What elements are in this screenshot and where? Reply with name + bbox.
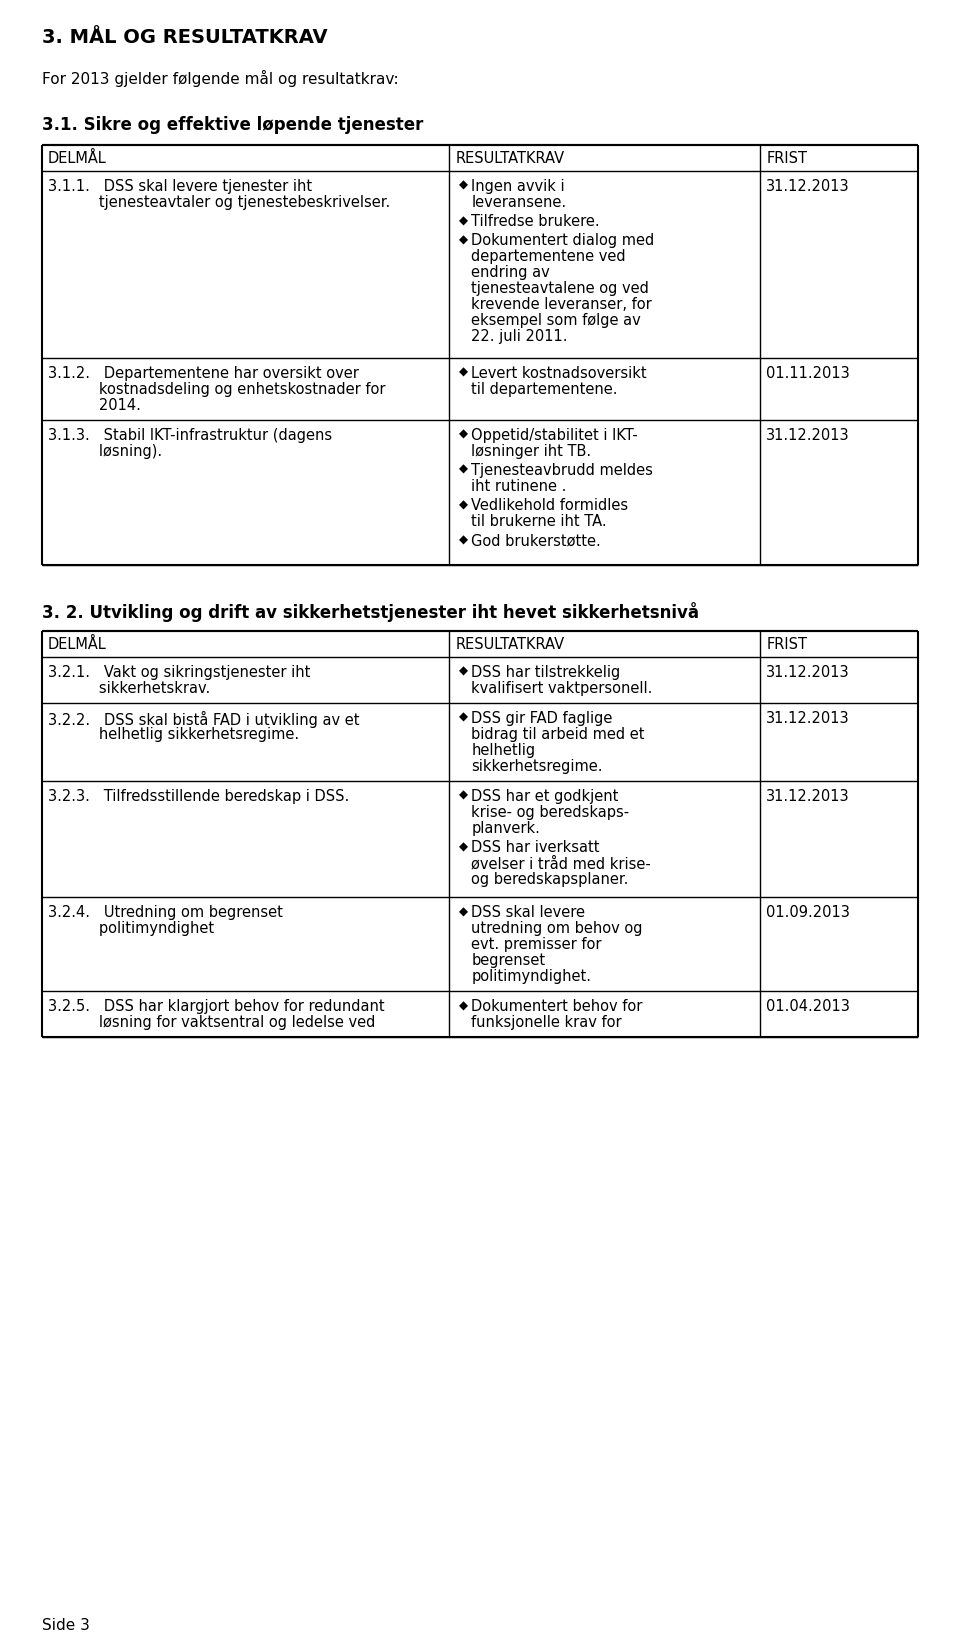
Text: evt. premisser for: evt. premisser for [471,938,602,952]
Text: 01.11.2013: 01.11.2013 [766,365,850,380]
Text: 01.09.2013: 01.09.2013 [766,905,851,919]
Text: 3.2.1.   Vakt og sikringstjenester iht: 3.2.1. Vakt og sikringstjenester iht [48,664,310,680]
Text: 01.04.2013: 01.04.2013 [766,998,851,1015]
Text: øvelser i tråd med krise-: øvelser i tråd med krise- [471,856,651,870]
Text: departementene ved: departementene ved [471,249,626,264]
Text: DSS har tilstrekkelig: DSS har tilstrekkelig [471,664,620,680]
Text: løsning).: løsning). [48,444,162,459]
Text: Levert kostnadsoversikt: Levert kostnadsoversikt [471,365,647,380]
Text: ◆: ◆ [459,498,468,511]
Text: kostnadsdeling og enhetskostnader for: kostnadsdeling og enhetskostnader for [48,382,386,397]
Text: DSS har iverksatt: DSS har iverksatt [471,839,600,854]
Text: sikkerhetskrav.: sikkerhetskrav. [48,680,210,695]
Text: ◆: ◆ [459,233,468,246]
Text: DELMÅL: DELMÅL [48,636,107,652]
Text: løsning for vaktsentral og ledelse ved: løsning for vaktsentral og ledelse ved [48,1015,375,1029]
Text: For 2013 gjelder følgende mål og resultatkrav:: For 2013 gjelder følgende mål og resulta… [42,70,398,87]
Text: kvalifisert vaktpersonell.: kvalifisert vaktpersonell. [471,680,653,695]
Text: FRIST: FRIST [766,151,807,166]
Text: Tjenesteavbrudd meldes: Tjenesteavbrudd meldes [471,462,653,477]
Text: til departementene.: til departementene. [471,382,618,397]
Text: FRIST: FRIST [766,636,807,652]
Text: 3. 2. Utvikling og drift av sikkerhetstjenester iht hevet sikkerhetsnivå: 3. 2. Utvikling og drift av sikkerhetstj… [42,602,699,621]
Text: ◆: ◆ [459,998,468,1011]
Text: DELMÅL: DELMÅL [48,151,107,166]
Text: 3.2.2.   DSS skal bistå FAD i utvikling av et: 3.2.2. DSS skal bistå FAD i utvikling av… [48,711,359,728]
Text: RESULTATKRAV: RESULTATKRAV [455,636,564,652]
Text: 3.1. Sikre og effektive løpende tjenester: 3.1. Sikre og effektive løpende tjeneste… [42,116,423,134]
Text: ◆: ◆ [459,664,468,677]
Text: endring av: endring av [471,266,550,280]
Text: sikkerhetsregime.: sikkerhetsregime. [471,759,603,774]
Text: tjenesteavtalene og ved: tjenesteavtalene og ved [471,282,649,297]
Text: ◆: ◆ [459,215,468,228]
Text: DSS gir FAD faglige: DSS gir FAD faglige [471,711,612,726]
Text: DSS skal levere: DSS skal levere [471,905,586,919]
Text: 31.12.2013: 31.12.2013 [766,664,850,680]
Text: helhetlig: helhetlig [471,742,536,757]
Text: løsninger iht TB.: løsninger iht TB. [471,444,591,459]
Text: 31.12.2013: 31.12.2013 [766,179,850,193]
Text: 3.2.5.   DSS har klargjort behov for redundant: 3.2.5. DSS har klargjort behov for redun… [48,998,385,1015]
Text: helhetlig sikkerhetsregime.: helhetlig sikkerhetsregime. [48,726,300,741]
Text: ◆: ◆ [459,428,468,441]
Text: krevende leveranser, for: krevende leveranser, for [471,297,652,311]
Text: politimyndighet.: politimyndighet. [471,969,591,983]
Text: 3. MÅL OG RESULTATKRAV: 3. MÅL OG RESULTATKRAV [42,28,327,48]
Text: DSS har et godkjent: DSS har et godkjent [471,788,618,803]
Text: 3.2.3.   Tilfredsstillende beredskap i DSS.: 3.2.3. Tilfredsstillende beredskap i DSS… [48,788,349,803]
Text: ◆: ◆ [459,788,468,801]
Text: ◆: ◆ [459,711,468,723]
Text: ◆: ◆ [459,839,468,852]
Text: eksempel som følge av: eksempel som følge av [471,313,641,328]
Text: ◆: ◆ [459,365,468,379]
Text: 3.1.2.   Departementene har oversikt over: 3.1.2. Departementene har oversikt over [48,365,359,380]
Text: Vedlikehold formidles: Vedlikehold formidles [471,498,629,513]
Text: RESULTATKRAV: RESULTATKRAV [455,151,564,166]
Text: leveransene.: leveransene. [471,195,566,210]
Text: ◆: ◆ [459,905,468,918]
Text: Dokumentert dialog med: Dokumentert dialog med [471,233,655,247]
Text: Side 3: Side 3 [42,1618,90,1632]
Text: Tilfredse brukere.: Tilfredse brukere. [471,215,600,229]
Text: tjenesteavtaler og tjenestebeskrivelser.: tjenesteavtaler og tjenestebeskrivelser. [48,195,391,210]
Text: ◆: ◆ [459,533,468,546]
Text: 2014.: 2014. [48,398,141,413]
Text: til brukerne iht TA.: til brukerne iht TA. [471,515,607,529]
Text: begrenset: begrenset [471,952,545,967]
Text: 3.2.4.   Utredning om begrenset: 3.2.4. Utredning om begrenset [48,905,283,919]
Text: 31.12.2013: 31.12.2013 [766,428,850,443]
Text: funksjonelle krav for: funksjonelle krav for [471,1015,622,1029]
Text: planverk.: planverk. [471,821,540,836]
Text: 3.1.3.   Stabil IKT-infrastruktur (dagens: 3.1.3. Stabil IKT-infrastruktur (dagens [48,428,332,443]
Text: 31.12.2013: 31.12.2013 [766,711,850,726]
Text: 22. juli 2011.: 22. juli 2011. [471,329,568,344]
Text: bidrag til arbeid med et: bidrag til arbeid med et [471,726,645,741]
Text: God brukerstøtte.: God brukerstøtte. [471,533,601,547]
Text: iht rutinene .: iht rutinene . [471,479,566,493]
Text: politimyndighet: politimyndighet [48,921,214,936]
Text: Oppetid/stabilitet i IKT-: Oppetid/stabilitet i IKT- [471,428,638,443]
Text: 31.12.2013: 31.12.2013 [766,788,850,803]
Text: ◆: ◆ [459,462,468,475]
Text: og beredskapsplaner.: og beredskapsplaner. [471,872,629,887]
Text: krise- og beredskaps-: krise- og beredskaps- [471,805,630,820]
Text: ◆: ◆ [459,179,468,192]
Text: Dokumentert behov for: Dokumentert behov for [471,998,642,1015]
Text: utredning om behov og: utredning om behov og [471,921,643,936]
Text: 3.1.1.   DSS skal levere tjenester iht: 3.1.1. DSS skal levere tjenester iht [48,179,312,193]
Text: Ingen avvik i: Ingen avvik i [471,179,565,193]
